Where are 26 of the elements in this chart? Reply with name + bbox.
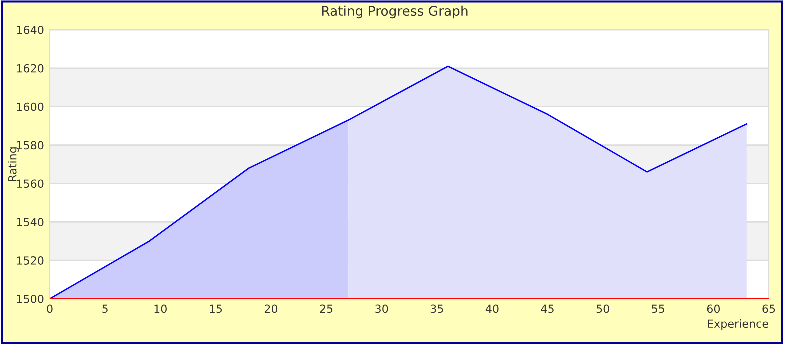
x-tick-label: 5 (102, 304, 108, 314)
chart-title: Rating Progress Graph (322, 6, 468, 19)
x-tick-label: 65 (762, 304, 776, 314)
y-tick-label: 1640 (17, 26, 44, 34)
y-tick-label: 1580 (17, 141, 44, 150)
y-tick-label: 1600 (17, 102, 44, 112)
x-axis-title: Experience (708, 319, 768, 330)
x-tick-label: 30 (376, 304, 388, 314)
x-tick-label: 15 (210, 304, 222, 314)
x-tick-label: 45 (541, 304, 554, 314)
x-tick-label: 50 (596, 304, 610, 314)
x-tick-label: 40 (486, 304, 499, 314)
y-tick-label: 1500 (17, 294, 44, 304)
x-tick-label: 20 (264, 304, 278, 314)
y-axis-title: Rating (8, 148, 19, 182)
x-tick-label: 35 (430, 304, 444, 314)
y-tick-label: 1540 (17, 218, 44, 227)
y-tick-label: 1560 (17, 180, 44, 188)
line-series (50, 66, 748, 299)
x-tick-label: 25 (320, 304, 333, 314)
x-tick-label: 60 (707, 304, 720, 314)
y-tick-label: 1620 (17, 64, 44, 73)
x-tick-label: 55 (652, 304, 664, 314)
x-tick-label: 10 (154, 304, 167, 314)
y-tick-label: 1520 (17, 256, 44, 265)
x-tick-label: 0 (47, 304, 53, 314)
